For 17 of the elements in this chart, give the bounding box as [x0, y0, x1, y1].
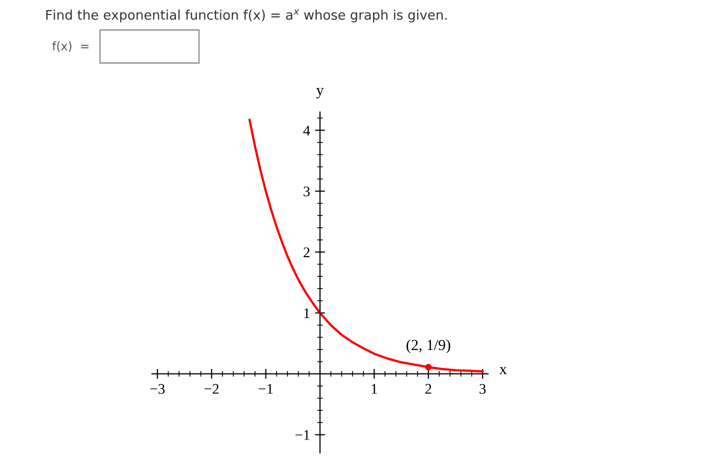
line-series [248, 118, 484, 373]
x-tick-label: −3 [150, 384, 165, 394]
y-tick-label: 1 [304, 308, 310, 318]
y-tick-label: 3 [304, 186, 310, 196]
x-tick-label: −1 [258, 384, 273, 394]
chart-title: Find the exponential function f(x) = a$^{x}$ whose graph is given. [46, 10, 447, 22]
x-tick-label: 2 [425, 384, 432, 394]
y-tick-label: −1 [295, 430, 310, 440]
y-axis-title: y [316, 88, 324, 98]
x-tick-label: −2 [204, 384, 219, 394]
x-tick-label: 1 [372, 384, 377, 394]
chart-subtitle: f(x) = [52, 41, 88, 52]
y-tick-label: 2 [304, 247, 310, 258]
x-axis-title: x [499, 367, 507, 374]
y-tick-label: 4 [303, 126, 310, 136]
annotation: (2, 1/9) [406, 339, 450, 354]
x-tick-label: 3 [480, 384, 486, 394]
